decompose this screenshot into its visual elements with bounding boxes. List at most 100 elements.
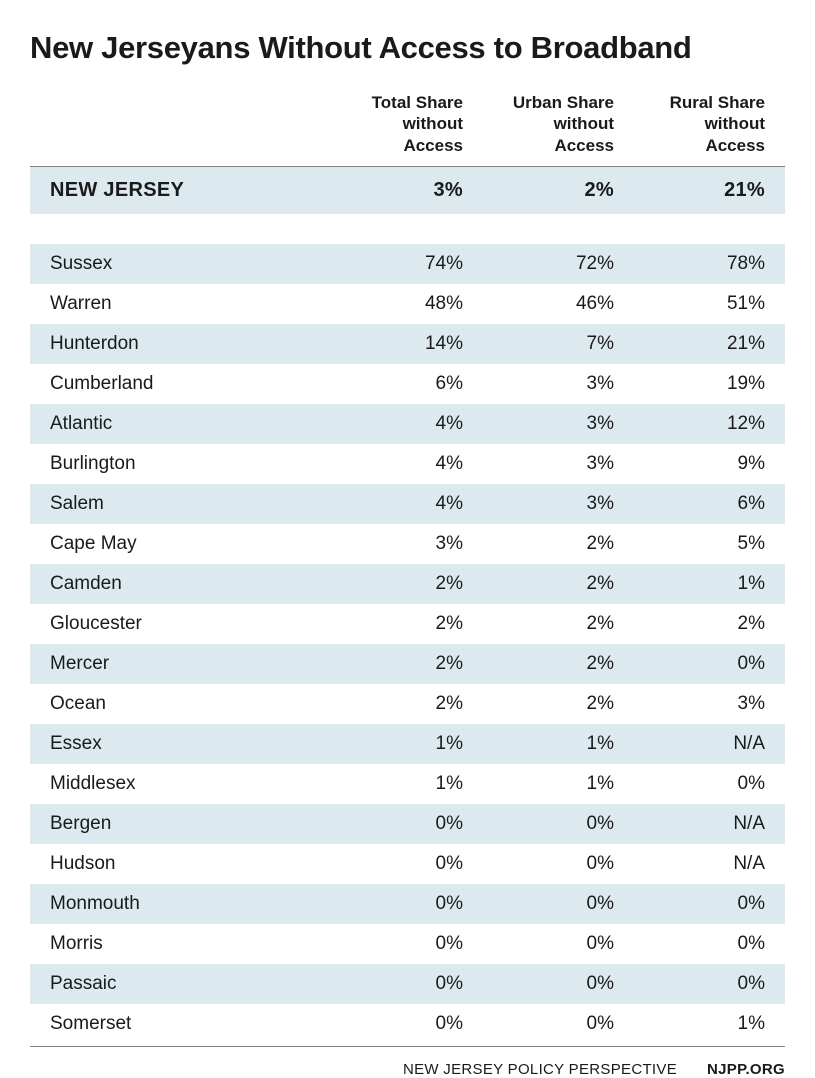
cell-rural: N/A [634,724,785,764]
cell-name: Atlantic [30,404,332,444]
cell-rural: 2% [634,604,785,644]
footer: NEW JERSEY POLICY PERSPECTIVE NJPP.ORG [30,1061,785,1078]
cell-total: 2% [332,644,483,684]
cell-total: 2% [332,604,483,644]
cell-total: 0% [332,804,483,844]
table-row: Hudson0%0%N/A [30,844,785,884]
cell-total: 4% [332,484,483,524]
table-row: Bergen0%0%N/A [30,804,785,844]
cell-urban: 0% [483,924,634,964]
cell-rural: 1% [634,564,785,604]
cell-total: 2% [332,684,483,724]
cell-total: 0% [332,884,483,924]
cell-rural: 78% [634,244,785,284]
cell-urban: 2% [483,604,634,644]
table-row: Mercer2%2%0% [30,644,785,684]
table-row: Middlesex1%1%0% [30,764,785,804]
table-row: Atlantic4%3%12% [30,404,785,444]
cell-total: 0% [332,924,483,964]
cell-urban: 2% [483,644,634,684]
col-header-rural: Rural Sharewithout Access [634,84,785,166]
cell-name: Gloucester [30,604,332,644]
cell-urban: 1% [483,764,634,804]
table-row: Hunterdon14%7%21% [30,324,785,364]
cell-rural: 0% [634,644,785,684]
cell-total: 3% [332,524,483,564]
cell-rural: 0% [634,884,785,924]
cell-name: Monmouth [30,884,332,924]
cell-name: Ocean [30,684,332,724]
col-header-total: Total Sharewithout Access [332,84,483,166]
cell-urban: 7% [483,324,634,364]
cell-total: 0% [332,844,483,884]
cell-rural: 12% [634,404,785,444]
broadband-table: Total Sharewithout Access Urban Sharewit… [30,84,785,1044]
cell-rural: 19% [634,364,785,404]
table-row: Sussex74%72%78% [30,244,785,284]
table-row: Burlington4%3%9% [30,444,785,484]
cell-urban: 0% [483,804,634,844]
cell-rural: 0% [634,964,785,1004]
col-header-county [30,84,332,166]
cell-rural: 3% [634,684,785,724]
cell-name: Salem [30,484,332,524]
cell-rural: 5% [634,524,785,564]
cell-urban: 3% [483,444,634,484]
table-row: Camden2%2%1% [30,564,785,604]
cell-name: Bergen [30,804,332,844]
cell-urban: 3% [483,404,634,444]
cell-total: 4% [332,444,483,484]
cell-total: 48% [332,284,483,324]
cell-name: Camden [30,564,332,604]
footer-org: NEW JERSEY POLICY PERSPECTIVE [403,1061,677,1078]
cell-name: Warren [30,284,332,324]
summary-name: NEW JERSEY [30,166,332,214]
cell-urban: 3% [483,364,634,404]
summary-row: NEW JERSEY 3% 2% 21% [30,166,785,214]
table-row: Passaic0%0%0% [30,964,785,1004]
cell-rural: 0% [634,924,785,964]
cell-rural: 21% [634,324,785,364]
table-row: Essex1%1%N/A [30,724,785,764]
cell-name: Mercer [30,644,332,684]
cell-urban: 0% [483,964,634,1004]
chart-title: New Jerseyans Without Access to Broadban… [30,30,785,66]
cell-name: Hunterdon [30,324,332,364]
data-body: Sussex74%72%78%Warren48%46%51%Hunterdon1… [30,244,785,1044]
cell-rural: 9% [634,444,785,484]
table-header-row: Total Sharewithout Access Urban Sharewit… [30,84,785,166]
summary-total: 3% [332,166,483,214]
cell-total: 0% [332,964,483,1004]
cell-total: 14% [332,324,483,364]
cell-rural: 0% [634,764,785,804]
cell-name: Sussex [30,244,332,284]
summary-rural: 21% [634,166,785,214]
cell-urban: 72% [483,244,634,284]
cell-name: Middlesex [30,764,332,804]
cell-name: Burlington [30,444,332,484]
table-row: Cumberland6%3%19% [30,364,785,404]
spacer-row [30,214,785,244]
cell-rural: 6% [634,484,785,524]
cell-urban: 2% [483,684,634,724]
table-row: Morris0%0%0% [30,924,785,964]
cell-total: 74% [332,244,483,284]
table-row: Cape May3%2%5% [30,524,785,564]
summary-urban: 2% [483,166,634,214]
table-row: Monmouth0%0%0% [30,884,785,924]
table-row: Gloucester2%2%2% [30,604,785,644]
col-header-urban: Urban Sharewithout Access [483,84,634,166]
cell-name: Passaic [30,964,332,1004]
cell-total: 1% [332,764,483,804]
cell-urban: 1% [483,724,634,764]
cell-rural: 51% [634,284,785,324]
cell-urban: 2% [483,524,634,564]
footer-site: NJPP.ORG [707,1061,785,1078]
table-row: Ocean2%2%3% [30,684,785,724]
cell-name: Morris [30,924,332,964]
cell-total: 4% [332,404,483,444]
cell-rural: N/A [634,844,785,884]
cell-urban: 3% [483,484,634,524]
cell-name: Essex [30,724,332,764]
cell-urban: 0% [483,844,634,884]
